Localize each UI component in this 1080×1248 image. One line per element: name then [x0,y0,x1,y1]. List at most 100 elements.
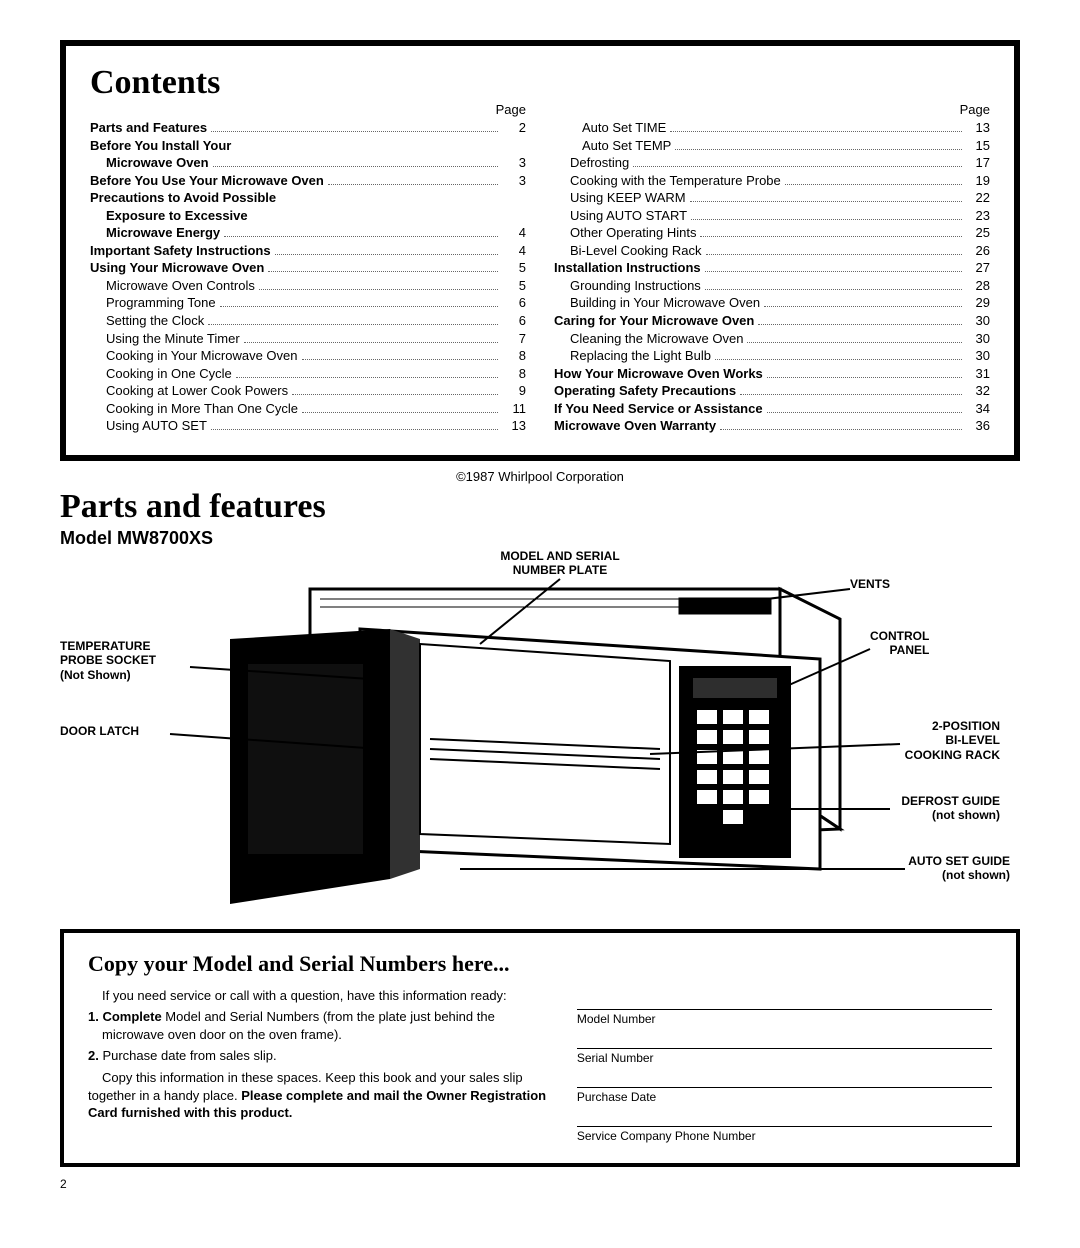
toc-dots [705,289,962,290]
toc-page: 2 [502,119,526,137]
toc-dots [275,254,498,255]
toc-row: Microwave Oven Warranty36 [554,417,990,435]
toc-label: Setting the Clock [90,312,204,330]
copy-title: Copy your Model and Serial Numbers here.… [88,951,992,977]
contents-title: Contents [90,64,220,102]
toc-label: Caring for Your Microwave Oven [554,312,754,330]
toc-dots [670,131,962,132]
toc-dots [208,324,498,325]
toc-dots [213,166,498,167]
callout-model-plate: MODEL AND SERIALNUMBER PLATE [480,549,640,578]
toc-page: 19 [966,172,990,190]
field-service[interactable]: Service Company Phone Number [577,1126,992,1143]
toc-page: 34 [966,400,990,418]
toc-page: 26 [966,242,990,260]
copy-li1: 1. Complete Model and Serial Numbers (fr… [88,1008,547,1043]
toc-page: 28 [966,277,990,295]
field-model[interactable]: Model Number [577,1009,992,1026]
callout-temp-probe: TEMPERATUREPROBE SOCKET(Not Shown) [60,639,190,682]
toc-dots [691,219,962,220]
toc-dots [700,236,962,237]
toc-page: 30 [966,347,990,365]
toc-row: Before You Use Your Microwave Oven3 [90,172,526,190]
toc-dots [211,429,498,430]
toc-dots [715,359,962,360]
toc-row: Microwave Energy4 [90,224,526,242]
parts-section: Parts and features Model MW8700XS [60,488,1020,919]
toc-page: 3 [502,154,526,172]
toc-page: 13 [966,119,990,137]
toc-row: Cooking in More Than One Cycle 11 [90,400,526,418]
callout-control-panel: CONTROLPANEL [870,629,929,658]
toc-page: 5 [502,259,526,277]
toc-page: 7 [502,330,526,348]
toc-dots [747,342,962,343]
toc-label: Bi-Level Cooking Rack [554,242,702,260]
toc-row: How Your Microwave Oven Works31 [554,365,990,383]
toc-label: Defrosting [554,154,629,172]
toc-row: Cooking at Lower Cook Powers9 [90,382,526,400]
toc-dots [236,377,498,378]
toc-dots [758,324,962,325]
toc-row: Parts and Features 2 [90,119,526,137]
toc-dots [705,271,962,272]
toc-dots [244,342,498,343]
callout-bilevel: 2-POSITIONBI-LEVELCOOKING RACK [880,719,1000,762]
callout-vents: VENTS [850,577,890,591]
toc-page: 4 [502,242,526,260]
toc-label: Building in Your Microwave Oven [554,294,760,312]
toc-row: Building in Your Microwave Oven29 [554,294,990,312]
toc-label: Using the Minute Timer [90,330,240,348]
toc-row: Auto Set TEMP15 [554,137,990,155]
toc-row: Setting the Clock6 [90,312,526,330]
toc: Page Parts and Features 2 Before You Insta… [90,102,990,435]
toc-row: Installation Instructions27 [554,259,990,277]
toc-dots [268,271,498,272]
toc-label: Before You Install Your [90,137,231,155]
toc-row: Grounding Instructions28 [554,277,990,295]
field-purchase[interactable]: Purchase Date [577,1087,992,1104]
copy-box: Copy your Model and Serial Numbers here.… [60,929,1020,1167]
toc-dots [785,184,962,185]
toc-row: Using Your Microwave Oven5 [90,259,526,277]
copy-li2: 2. Purchase date from sales slip. [88,1047,547,1065]
copy-fields: Model Number Serial Number Purchase Date… [577,987,992,1143]
toc-dots [220,306,498,307]
toc-col-1: Page Parts and Features2Before You Insta… [90,102,526,435]
toc-label: Cooking at Lower Cook Powers [90,382,288,400]
toc-label: Other Operating Hints [554,224,696,242]
callout-defrost: DEFROST GUIDE(not shown) [880,794,1000,823]
toc-row: Before You Install Your [90,137,526,155]
toc-dots [302,412,498,413]
toc-page: 36 [966,417,990,435]
toc-row: If You Need Service or Assistance34 [554,400,990,418]
toc-row: Using AUTO START23 [554,207,990,225]
toc-row: Other Operating Hints 25 [554,224,990,242]
toc-dots [633,166,962,167]
toc-label: Parts and Features [90,119,207,137]
toc-page: 25 [966,224,990,242]
toc-row: Using AUTO SET13 [90,417,526,435]
toc-row: Defrosting17 [554,154,990,172]
toc-page: 30 [966,312,990,330]
toc-dots [292,394,498,395]
toc-row: Auto Set TIME13 [554,119,990,137]
toc-page: 13 [502,417,526,435]
toc-label: Cooking in More Than One Cycle [90,400,298,418]
callout-door-latch: DOOR LATCH [60,724,139,738]
toc-dots [767,412,962,413]
toc-row: Programming Tone6 [90,294,526,312]
toc-label: Microwave Oven Controls [90,277,255,295]
toc-label: Using KEEP WARM [554,189,686,207]
toc-label: Cooking in One Cycle [90,365,232,383]
toc-page: 11 [502,400,526,418]
toc-col-2: Page Auto Set TIME13Auto Set TEMP15Defro… [554,102,990,435]
microwave-svg [60,549,1020,919]
page-header-2: Page [554,102,990,117]
microwave-diagram: TEMPERATUREPROBE SOCKET(Not Shown) DOOR … [60,549,1020,919]
toc-page: 15 [966,137,990,155]
toc-label: Microwave Oven [90,154,209,172]
toc-page: 27 [966,259,990,277]
field-serial[interactable]: Serial Number [577,1048,992,1065]
toc-label: Using AUTO START [554,207,687,225]
